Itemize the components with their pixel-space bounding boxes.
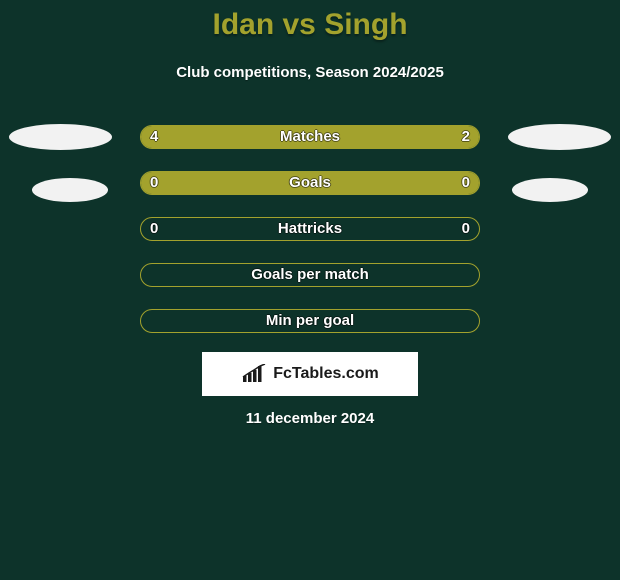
stat-track	[140, 171, 480, 195]
placeholder-ellipse	[512, 178, 588, 202]
placeholder-ellipse	[32, 178, 108, 202]
placeholder-ellipse	[508, 124, 611, 150]
bar-right	[366, 126, 479, 148]
stat-row: Hattricks00	[0, 216, 620, 242]
stat-track	[140, 309, 480, 333]
stat-row: Goals per match	[0, 262, 620, 288]
page-subtitle: Club competitions, Season 2024/2025	[0, 64, 620, 81]
stat-bars	[141, 264, 479, 286]
logo-text: FcTables.com	[273, 365, 379, 383]
stat-bars	[141, 126, 479, 148]
bar-chart-icon	[241, 364, 267, 384]
bar-left	[141, 126, 366, 148]
stat-track	[140, 125, 480, 149]
stat-bars	[141, 218, 479, 240]
stat-track	[140, 263, 480, 287]
stat-rows: Matches42Goals00Hattricks00Goals per mat…	[0, 124, 620, 354]
stat-track	[140, 217, 480, 241]
stat-bars	[141, 310, 479, 332]
bar-right	[310, 172, 479, 194]
logo-box: FcTables.com	[202, 352, 418, 396]
date-text: 11 december 2024	[0, 410, 620, 427]
placeholder-ellipse	[9, 124, 112, 150]
stat-bars	[141, 172, 479, 194]
comparison-infographic: Idan vs Singh Club competitions, Season …	[0, 0, 620, 580]
bar-left	[141, 172, 310, 194]
page-title: Idan vs Singh	[0, 8, 620, 42]
stat-row: Min per goal	[0, 308, 620, 334]
